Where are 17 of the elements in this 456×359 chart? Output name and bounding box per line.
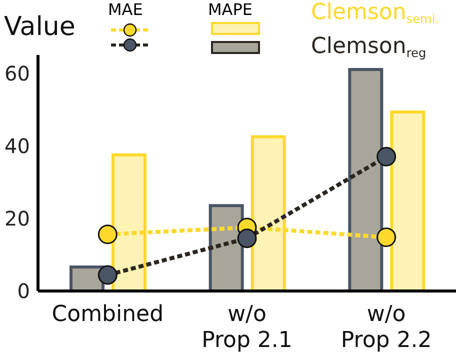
point	[98, 224, 118, 244]
text: MAPE	[208, 0, 253, 19]
y-tick-label: 40	[4, 134, 30, 158]
x-tick-label: w/o Prop 2.2	[340, 302, 432, 353]
point	[98, 265, 118, 285]
y-tick-label: 20	[4, 206, 30, 230]
legend-label: Clemson$_{reg}$	[311, 34, 426, 60]
point	[376, 228, 396, 248]
point	[237, 228, 257, 248]
y-axis-title: Value	[4, 12, 76, 42]
x-tick-label: Combined	[52, 302, 164, 327]
legend-label: Clemson$_{semi.}$	[311, 0, 440, 26]
x-tick-label: w/o Prop 2.1	[202, 302, 292, 353]
y-tick-label: 0	[17, 279, 30, 304]
point	[376, 146, 396, 166]
y-tick-label: 60	[4, 61, 30, 86]
text: MAE	[108, 0, 143, 19]
